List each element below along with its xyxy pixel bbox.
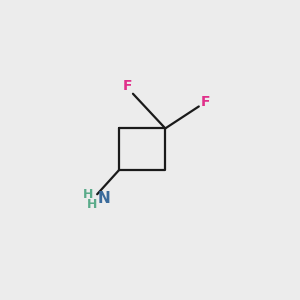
Text: F: F: [122, 79, 132, 93]
Text: H: H: [83, 188, 93, 201]
Text: F: F: [201, 95, 211, 109]
Text: H: H: [87, 198, 98, 211]
Text: N: N: [98, 191, 110, 206]
